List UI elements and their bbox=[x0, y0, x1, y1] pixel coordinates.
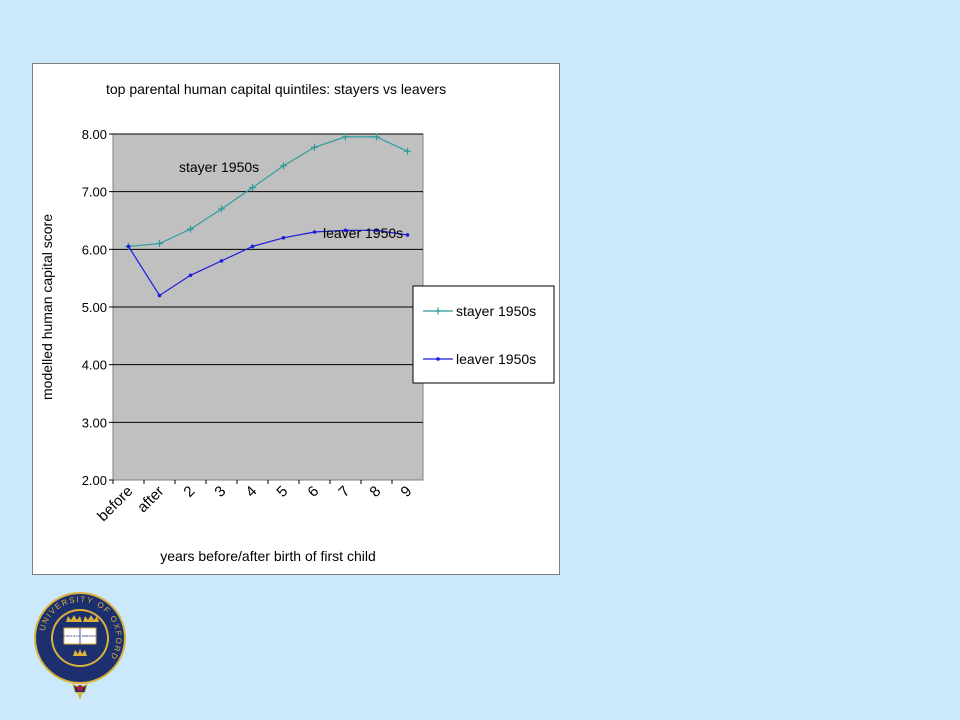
y-tick-label: 7.00 bbox=[82, 185, 107, 200]
series-layer bbox=[125, 133, 411, 298]
gridlines bbox=[113, 133, 423, 423]
data-point bbox=[405, 233, 410, 237]
x-tick-label: 9 bbox=[397, 483, 415, 501]
logo-book-text: DOMI NUS ILLU MINATIO MEA bbox=[56, 634, 105, 638]
data-point bbox=[250, 244, 255, 249]
data-point bbox=[312, 230, 317, 234]
data-point bbox=[126, 244, 131, 249]
data-point bbox=[187, 225, 194, 233]
chart-panel: top parental human capital quintiles: st… bbox=[32, 63, 560, 575]
annotation-stayer: stayer 1950s bbox=[179, 159, 259, 175]
x-tick-label: 2 bbox=[180, 483, 198, 501]
data-point bbox=[280, 162, 287, 170]
y-tick-label: 3.00 bbox=[82, 415, 107, 430]
x-tick-label: 3 bbox=[211, 483, 229, 501]
data-point bbox=[374, 228, 379, 233]
y-tick-label: 4.00 bbox=[82, 358, 107, 373]
x-tick-label: after bbox=[134, 483, 167, 516]
y-axis-title: modelled human capital score bbox=[39, 214, 55, 400]
legend-item: leaver 1950s bbox=[423, 351, 536, 367]
data-point bbox=[404, 147, 411, 155]
x-tick-label: before bbox=[94, 483, 136, 525]
series-1 bbox=[126, 228, 410, 298]
legend: stayer 1950s leaver 1950s bbox=[412, 285, 555, 384]
x-tick-label: 5 bbox=[273, 483, 291, 501]
crown-icon bbox=[83, 615, 99, 622]
y-tick-label: 5.00 bbox=[82, 300, 107, 315]
chart-title: top parental human capital quintiles: st… bbox=[106, 81, 446, 97]
x-tick-label: 7 bbox=[335, 483, 353, 501]
data-point bbox=[157, 293, 162, 298]
data-point bbox=[342, 133, 349, 141]
y-axis-ticks: 2.00 3.00 4.00 5.00 6.00 7.00 8.00 bbox=[82, 127, 113, 488]
data-point bbox=[218, 205, 225, 213]
x-tick-label: 4 bbox=[242, 483, 260, 501]
oxford-crest-logo: UNIVERSITY OF OXFORD DOMI NUS ILLU MINAT… bbox=[34, 592, 126, 700]
line-chart: top parental human capital quintiles: st… bbox=[39, 81, 555, 564]
x-tick-label: 8 bbox=[366, 483, 384, 501]
data-point bbox=[373, 133, 380, 141]
x-axis-title: years before/after birth of first child bbox=[160, 548, 376, 564]
data-point bbox=[188, 273, 193, 278]
data-point bbox=[343, 228, 348, 233]
legend-item: stayer 1950s bbox=[423, 303, 536, 319]
legend-label: leaver 1950s bbox=[456, 351, 536, 367]
data-point bbox=[219, 259, 224, 263]
data-point bbox=[311, 143, 318, 151]
data-point bbox=[249, 184, 256, 192]
annotation-leaver: leaver 1950s bbox=[323, 225, 403, 241]
x-tick-label: 6 bbox=[304, 483, 322, 501]
legend-box bbox=[412, 285, 555, 384]
crown-icon bbox=[73, 649, 87, 656]
series-line bbox=[127, 229, 408, 297]
legend-label: stayer 1950s bbox=[456, 303, 536, 319]
series-line bbox=[128, 136, 408, 248]
crown-icon bbox=[66, 615, 82, 622]
data-point bbox=[281, 236, 286, 240]
data-point bbox=[156, 240, 163, 248]
y-tick-label: 2.00 bbox=[82, 473, 107, 488]
y-tick-label: 6.00 bbox=[82, 242, 107, 257]
y-tick-label: 8.00 bbox=[82, 127, 107, 142]
